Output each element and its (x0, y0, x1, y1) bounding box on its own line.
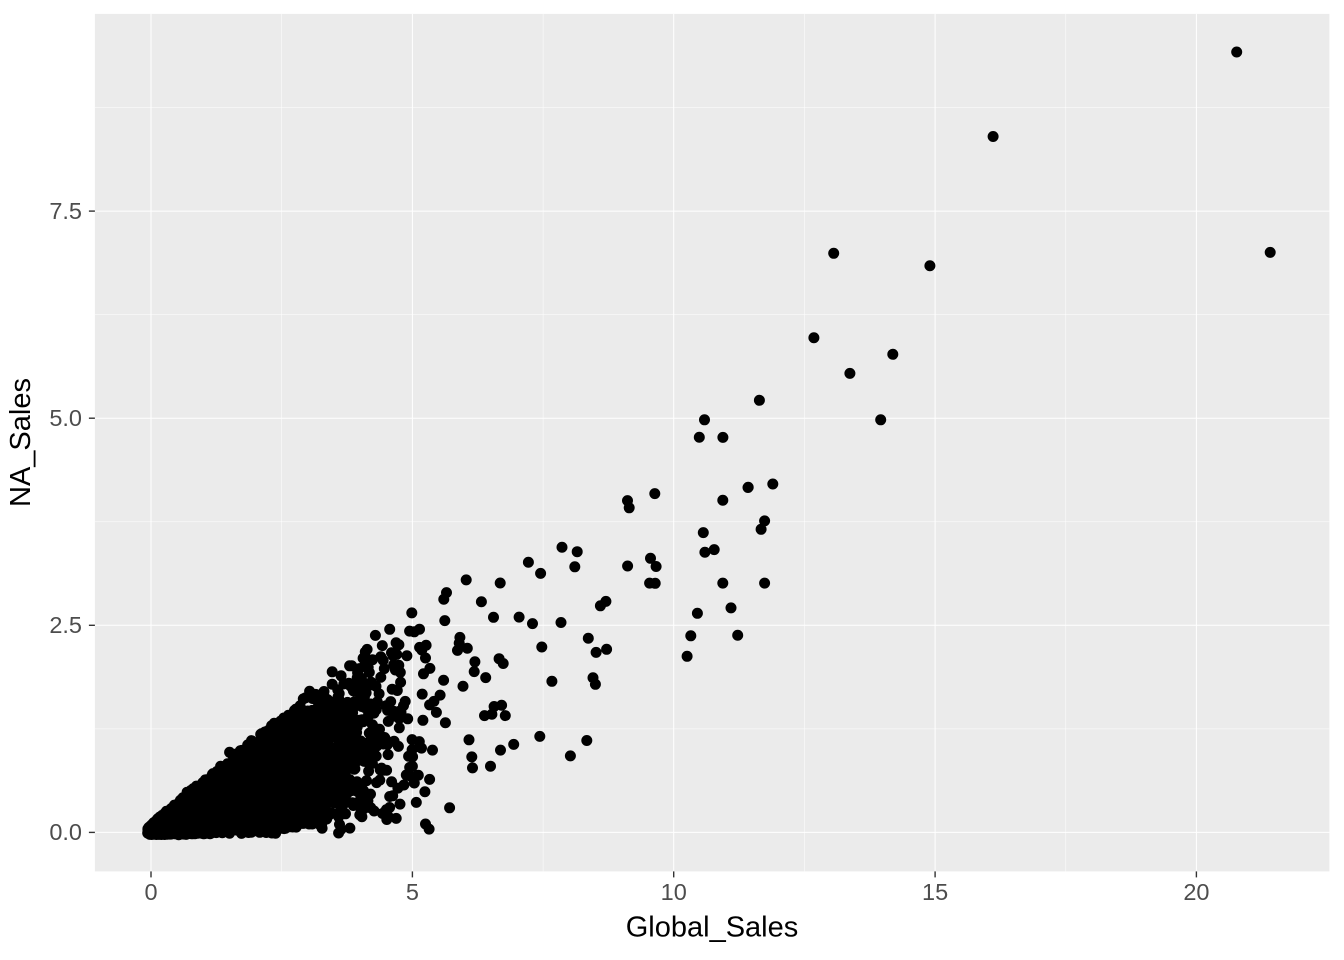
svg-text:5: 5 (406, 879, 419, 905)
svg-text:Global_Sales: Global_Sales (626, 912, 799, 944)
svg-text:NA_Sales: NA_Sales (5, 378, 37, 507)
svg-text:2.5: 2.5 (49, 612, 82, 638)
svg-text:5.0: 5.0 (49, 405, 82, 431)
svg-text:10: 10 (661, 879, 687, 905)
svg-text:7.5: 7.5 (49, 198, 82, 224)
svg-text:15: 15 (922, 879, 948, 905)
svg-text:0.0: 0.0 (49, 819, 82, 845)
svg-text:0: 0 (144, 879, 157, 905)
svg-text:20: 20 (1183, 879, 1209, 905)
